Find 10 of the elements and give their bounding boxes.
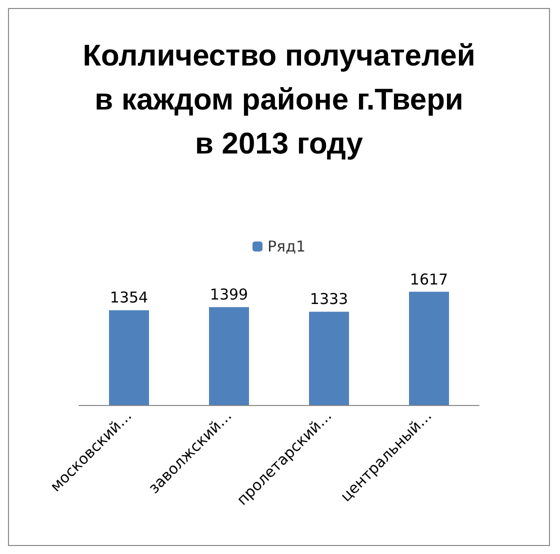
- bar: [109, 310, 149, 405]
- data-label: 1399: [210, 286, 248, 304]
- data-label: 1354: [110, 288, 148, 307]
- bar: [309, 312, 349, 405]
- chart-title: Колличество получателей в каждом районе г.Твери в 2013 году: [82, 40, 476, 160]
- legend-label: Ряд1: [268, 238, 306, 256]
- data-label: 1333: [310, 290, 348, 308]
- data-label: 1617: [410, 270, 448, 288]
- bar: [409, 292, 449, 405]
- bar: [209, 307, 249, 405]
